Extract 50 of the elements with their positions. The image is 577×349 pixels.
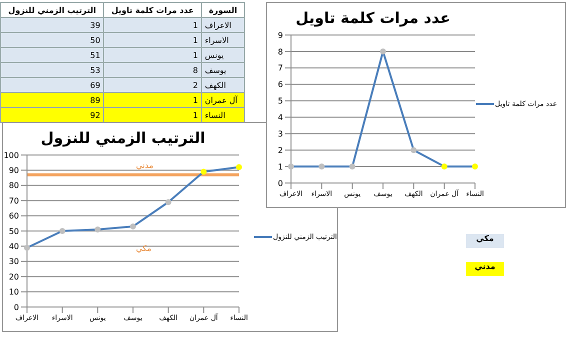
- data-label: 1: [104, 48, 202, 62]
- category-label: يونس: [201, 48, 244, 62]
- y-tick-label: 8: [278, 47, 283, 56]
- y-tick-label: 7: [278, 64, 283, 73]
- data-label: 53: [0, 62, 104, 78]
- y-tick-label: 10: [8, 288, 19, 297]
- y-tick-label: 0: [278, 178, 283, 188]
- series-label: الترتيب الزمني للنزول: [0, 2, 104, 18]
- y-tick-label: 6: [278, 80, 283, 90]
- data-label: 1: [104, 18, 202, 32]
- chart-title: عدد مرات كلمة تاويل: [294, 9, 452, 27]
- text: مكي: [476, 234, 494, 243]
- data-label: 89: [0, 92, 104, 108]
- data-label: 51: [0, 48, 104, 62]
- category-label: آل عمران: [201, 92, 244, 108]
- text: مدني: [474, 262, 496, 271]
- series-label: عدد مرات كلمة تاويل: [104, 2, 202, 18]
- y-tick-label: 50: [8, 226, 19, 236]
- y-tick-label: 40: [8, 242, 19, 252]
- data-label: 1: [104, 92, 202, 108]
- y-tick-label: 80: [8, 181, 19, 190]
- y-tick-label: 20: [8, 272, 19, 282]
- y-tick-label: 3: [278, 130, 283, 139]
- y-tick-label: 0: [14, 302, 19, 312]
- y-tick-label: 2: [278, 146, 283, 155]
- y-tick-label: 70: [8, 196, 19, 206]
- category-label: النساء: [201, 108, 244, 122]
- category-label: الاسراء: [201, 32, 244, 48]
- y-tick-label: 1: [278, 162, 283, 172]
- y-tick-label: 30: [8, 257, 19, 266]
- data-label: 1: [104, 32, 202, 48]
- y-tick-label: 100: [4, 150, 19, 160]
- data-label: 92: [0, 108, 104, 122]
- chart-title: الترتيب الزمني للنزول: [40, 129, 206, 147]
- text: السورة: [201, 2, 244, 18]
- y-tick-label: 5: [278, 96, 283, 106]
- data-label: 39: [0, 18, 104, 32]
- y-tick-label: 60: [8, 212, 19, 221]
- data-label: 8: [104, 62, 202, 78]
- annotation: مكي: [136, 244, 152, 253]
- category-label: الكهف: [201, 78, 244, 92]
- category-label: الاعراف: [201, 18, 244, 32]
- y-tick-label: 4: [278, 113, 283, 122]
- annotation: مدني: [136, 161, 154, 170]
- data-label: 2: [104, 78, 202, 92]
- y-tick-label: 90: [8, 166, 19, 176]
- category-label: يوسف: [201, 62, 244, 78]
- data-label: 69: [0, 78, 104, 92]
- data-label: 1: [104, 108, 202, 122]
- y-tick-label: 9: [278, 30, 283, 40]
